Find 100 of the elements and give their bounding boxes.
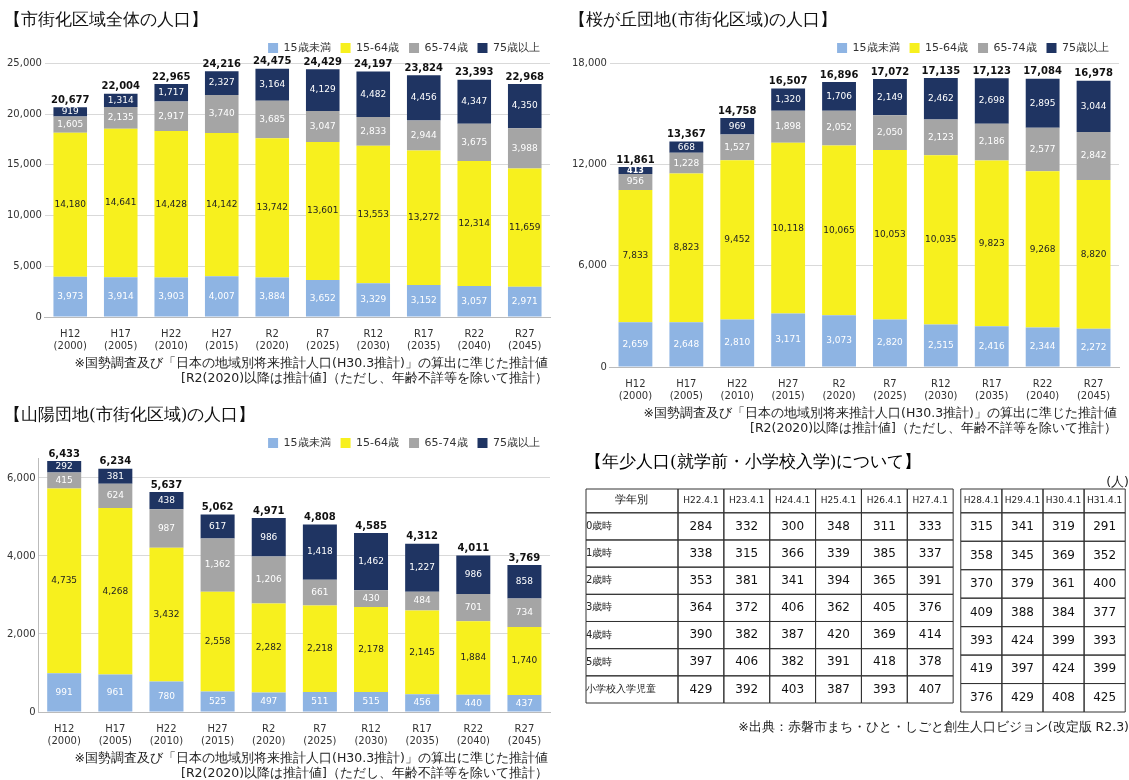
data-label: 364	[689, 600, 713, 615]
bar	[923, 155, 958, 325]
total-label: 17,135	[921, 64, 961, 76]
data-label: 986	[260, 531, 278, 542]
x-tick-label: H31.4.1	[1086, 494, 1123, 505]
data-label: 369	[872, 627, 896, 642]
data-label: 387	[827, 681, 850, 696]
y-tick-label: 0	[35, 310, 42, 322]
data-label: 9,268	[1029, 243, 1056, 254]
x-tick-label: H23.4.1	[729, 494, 765, 505]
data-label: 420	[827, 627, 850, 642]
bar	[1025, 127, 1060, 172]
data-label: 2,698	[978, 95, 1005, 106]
text: ※出典：赤磐市まち・ひと・しごと創生人口ビジョン(改定版 R2.3)	[738, 719, 1129, 734]
data-label: 987	[157, 522, 176, 533]
data-label: 780	[157, 690, 176, 701]
data-label: 1,314	[107, 94, 134, 105]
data-label: 319	[1052, 519, 1075, 534]
data-label: 337	[918, 545, 942, 560]
data-label: 393	[1093, 632, 1117, 647]
data-label: 1,605	[57, 119, 84, 130]
data-label: 2,052	[826, 122, 852, 133]
y-tick-label: 4歳時	[586, 628, 613, 640]
data-label: 969	[728, 120, 747, 131]
data-label: 3,884	[259, 291, 286, 302]
data-label: 381	[106, 470, 124, 481]
bar	[154, 101, 189, 132]
data-label: 2,971	[511, 296, 538, 307]
bar	[302, 605, 337, 693]
bar	[873, 79, 907, 116]
data-label: 333	[918, 518, 942, 533]
data-label: 2,917	[158, 110, 185, 121]
data-label: 497	[260, 696, 278, 707]
bar	[822, 82, 856, 111]
x-tick-label: H17 (2005)	[104, 327, 138, 351]
x-tick-label: H30.4.1	[1045, 494, 1082, 505]
bar	[974, 123, 1009, 161]
bar	[720, 160, 755, 320]
data-label: 4,007	[208, 290, 235, 301]
data-label: 385	[872, 545, 896, 560]
total-label: 14,758	[717, 104, 757, 116]
bar	[200, 538, 235, 592]
data-label: 437	[515, 697, 534, 708]
data-label: 3,903	[158, 291, 185, 302]
y-tick-label: 1歳時	[586, 547, 613, 559]
data-label: 10,053	[874, 229, 906, 239]
x-tick-label: R17 (2035)	[405, 722, 439, 746]
data-label: 429	[689, 681, 713, 696]
data-label: 515	[362, 696, 380, 707]
x-tick-label: R12 (2030)	[356, 327, 390, 351]
text: ※国勢調査及び「日本の地域別将来推計人口(H30.3推計)」の算出に準じた推計値	[73, 750, 548, 765]
total-label: 22,004	[101, 80, 141, 92]
data-label: 376	[969, 689, 993, 704]
bar	[507, 598, 542, 628]
bar	[974, 78, 1009, 124]
data-label: 2,282	[255, 642, 282, 653]
data-label: 415	[55, 474, 73, 485]
total-label: 5,062	[201, 501, 234, 513]
text: [R2(2020)以降は推計値]（ただし、年齢不詳等を除いて推計）	[180, 370, 548, 385]
y-tick-label: 5,000	[13, 259, 42, 271]
data-label: 456	[413, 697, 432, 708]
data-label: 407	[918, 681, 942, 696]
bar	[255, 277, 290, 317]
data-label: 2,050	[877, 126, 904, 137]
data-label: 403	[781, 681, 805, 696]
bar	[356, 71, 391, 118]
bar	[669, 173, 704, 323]
bar	[456, 555, 491, 594]
bar	[822, 145, 856, 316]
total-label: 6,433	[48, 447, 81, 459]
bar	[305, 279, 340, 317]
data-label: 8,820	[1080, 248, 1107, 259]
data-label: 3,740	[208, 108, 235, 119]
data-label: 1,527	[724, 141, 751, 152]
bar	[457, 123, 492, 162]
data-label: 961	[106, 687, 124, 698]
data-label: 3,988	[511, 142, 538, 153]
legend-label: 15歳未満	[283, 40, 331, 54]
data-label: 338	[689, 545, 713, 560]
legend-label: 65-74歳	[424, 40, 468, 54]
data-label: 4,735	[51, 575, 78, 586]
data-label: 2,178	[358, 643, 385, 654]
data-label: 339	[827, 545, 850, 560]
data-label: 1,227	[409, 562, 436, 573]
bar	[405, 694, 440, 712]
x-tick-label: R27 (2045)	[507, 722, 542, 746]
y-tick-label: 25,000	[6, 56, 42, 68]
data-label: 382	[781, 654, 805, 669]
data-label: 4,350	[511, 100, 538, 111]
data-label: 424	[1052, 661, 1075, 676]
data-label: 419	[969, 661, 993, 676]
x-tick-label: H27 (2015)	[200, 722, 235, 746]
x-tick-label: R2 (2020)	[252, 722, 286, 746]
data-label: 399	[1052, 632, 1075, 647]
data-label: 14,180	[54, 199, 87, 210]
data-label: 381	[735, 572, 759, 587]
data-label: 2,327	[208, 77, 235, 88]
data-label: 511	[311, 696, 329, 707]
data-label: 2,145	[409, 646, 436, 657]
total-label: 13,367	[667, 128, 706, 140]
